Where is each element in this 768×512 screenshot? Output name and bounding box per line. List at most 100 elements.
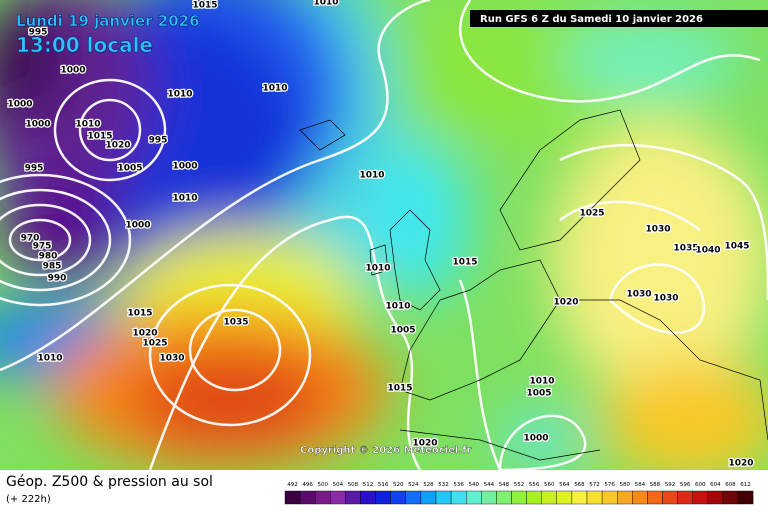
isobar-label: 1025 xyxy=(142,339,167,349)
scale-swatch xyxy=(556,490,573,505)
scale-swatch xyxy=(632,490,648,505)
scale-label: 588 xyxy=(650,482,661,488)
scale-swatch xyxy=(662,490,678,505)
field xyxy=(0,0,768,470)
scale-swatch xyxy=(466,490,482,505)
scale-label: 504 xyxy=(333,482,344,488)
scale-label: 500 xyxy=(318,482,329,488)
scale-swatch xyxy=(617,490,633,505)
scale-swatch xyxy=(420,490,437,505)
scale-label: 516 xyxy=(378,482,389,488)
isobar-label: 1010 xyxy=(529,377,554,387)
scale-swatch xyxy=(571,490,588,505)
isobar-label: 1040 xyxy=(695,246,720,256)
scale-label: 612 xyxy=(740,482,751,488)
isobar-label: 1030 xyxy=(653,294,678,304)
isobar-label: 1020 xyxy=(412,439,437,449)
scale-label: 536 xyxy=(453,482,464,488)
scale-swatch xyxy=(526,490,542,505)
isobar-label: 1000 xyxy=(7,100,32,110)
scale-swatch xyxy=(299,490,316,505)
isobar-label: 980 xyxy=(39,252,58,262)
isobar-label: 995 xyxy=(149,136,168,146)
scale-swatch xyxy=(345,490,361,505)
scale-label: 492 xyxy=(287,482,298,488)
scale-label: 576 xyxy=(604,482,615,488)
scale-swatch xyxy=(330,490,346,505)
scale-swatch xyxy=(677,490,693,505)
isobar-label: 1030 xyxy=(626,290,651,300)
scale-swatch xyxy=(722,490,739,505)
isobar-label: 1020 xyxy=(728,459,753,469)
run-info: Run GFS 6 Z du Samedi 10 janvier 2026 xyxy=(480,14,703,25)
isobar-label: 1015 xyxy=(192,1,217,11)
scale-swatch xyxy=(496,490,512,505)
isobar-labels: 1015 1000 1000 1000 1010 1010 1010 1015 1020 995 9… xyxy=(6,0,755,470)
isobar-label: 1030 xyxy=(159,354,184,364)
isobar-label: 1015 xyxy=(127,309,152,319)
scale-label: 568 xyxy=(574,482,585,488)
scale-label: 592 xyxy=(665,482,676,488)
product-title: Géop. Z500 & pression au sol xyxy=(6,474,213,490)
isobar-label: 1010 xyxy=(167,90,192,100)
scale-label: 548 xyxy=(499,482,510,488)
color-scale: 492 496 500 504 508 512 516 520 524 528 532 536 540 5… xyxy=(284,482,754,505)
isobar-label: 975 xyxy=(33,242,52,252)
scale-swatch xyxy=(315,490,331,505)
isobar-label: 970 xyxy=(21,234,40,244)
scale-label: 512 xyxy=(363,482,374,488)
scale-label: 572 xyxy=(589,482,600,488)
scale-label: 520 xyxy=(393,482,404,488)
isobar-label: 1010 xyxy=(385,302,410,312)
scale-swatch xyxy=(601,490,618,505)
isobar-label: 1020 xyxy=(105,141,130,151)
copyright: Copyright © 2026 Meteociel.fr xyxy=(300,445,471,456)
scale-label: 508 xyxy=(348,482,359,488)
isobar-label: 1030 xyxy=(645,225,670,235)
scale-label: 600 xyxy=(695,482,706,488)
run-box xyxy=(470,10,768,27)
scale-label: 564 xyxy=(559,482,570,488)
scale-swatch xyxy=(586,490,603,505)
valid-date: Lundi 19 janvier 2026 xyxy=(16,12,200,30)
scale-label: 580 xyxy=(620,482,631,488)
scale-label: 604 xyxy=(710,482,721,488)
scale-label: 528 xyxy=(423,482,434,488)
isobar-label: 985 xyxy=(43,262,62,272)
scale-label: 524 xyxy=(408,482,419,488)
isobar-label: 1000 xyxy=(60,66,85,76)
scale-label: 556 xyxy=(529,482,540,488)
scale-label: 560 xyxy=(544,482,555,488)
isobar-label: 1010 xyxy=(313,0,338,8)
scale-label: 584 xyxy=(635,482,646,488)
isobar-label: 990 xyxy=(48,274,67,284)
scale-swatch xyxy=(647,490,663,505)
isobar-label: 1045 xyxy=(724,242,749,252)
scale-label: 540 xyxy=(469,482,480,488)
isobar-label: 1035 xyxy=(673,244,698,254)
isobar-label: 1020 xyxy=(132,329,157,339)
scale-swatch xyxy=(390,490,407,505)
isobar-label: 1000 xyxy=(523,434,548,444)
isobar-label: 1010 xyxy=(37,354,62,364)
isobar-label: 1000 xyxy=(172,162,197,172)
isobar-label: 1000 xyxy=(125,221,150,231)
isobar-label: 1000 xyxy=(25,120,50,130)
scale-label: 552 xyxy=(514,482,525,488)
isobar-label: 1005 xyxy=(390,326,415,336)
isobar-label: 1015 xyxy=(452,258,477,268)
scale-swatch xyxy=(284,490,301,505)
valid-time: 13:00 locale xyxy=(16,33,153,57)
scale-label: 496 xyxy=(302,482,313,488)
scale-swatch xyxy=(737,490,754,505)
scale-swatch xyxy=(375,490,391,505)
scale-swatch xyxy=(707,490,724,505)
scale-swatch xyxy=(511,490,527,505)
isobar-label: 995 xyxy=(29,28,48,38)
isobar-label: 1020 xyxy=(553,298,578,308)
scale-swatch xyxy=(405,490,422,505)
isobar-label: 1010 xyxy=(359,171,384,181)
isobar-label: 1005 xyxy=(117,164,142,174)
